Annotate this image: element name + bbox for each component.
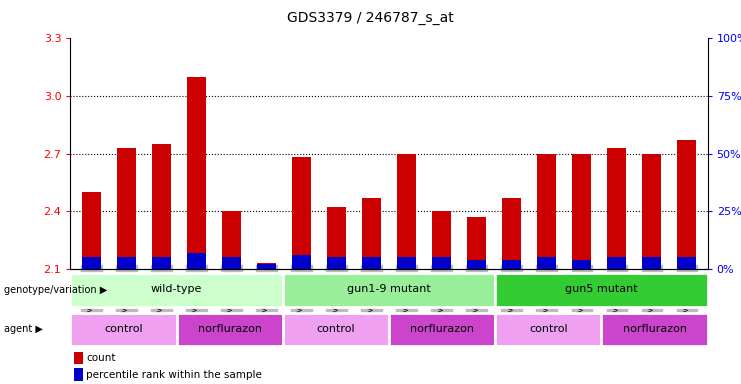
- Text: percentile rank within the sample: percentile rank within the sample: [86, 370, 262, 380]
- Bar: [292, 255, 311, 269]
- Bar: [222, 257, 241, 269]
- Bar: [187, 77, 206, 269]
- Text: GDS3379 / 246787_s_at: GDS3379 / 246787_s_at: [287, 11, 454, 25]
- Text: control: control: [316, 324, 355, 334]
- Bar: [537, 154, 556, 269]
- Bar: [152, 144, 171, 269]
- Bar: [117, 148, 136, 269]
- Bar: [362, 257, 381, 269]
- Bar: [117, 257, 136, 269]
- Text: norflurazon: norflurazon: [198, 324, 262, 334]
- Bar: [283, 313, 389, 346]
- Bar: [82, 257, 101, 269]
- Bar: [327, 257, 346, 269]
- Text: agent ▶: agent ▶: [4, 324, 42, 334]
- Text: gun5 mutant: gun5 mutant: [565, 284, 638, 294]
- Bar: [73, 369, 83, 381]
- Bar: [70, 313, 176, 346]
- Bar: [607, 148, 626, 269]
- Bar: [389, 313, 495, 346]
- Text: norflurazon: norflurazon: [622, 324, 687, 334]
- Bar: [292, 157, 311, 269]
- Bar: [187, 253, 206, 269]
- Bar: [602, 313, 708, 346]
- Bar: [495, 313, 602, 346]
- Bar: [70, 273, 283, 307]
- Bar: [257, 264, 276, 269]
- Bar: [432, 257, 451, 269]
- Bar: [432, 211, 451, 269]
- Text: control: control: [529, 324, 568, 334]
- Text: count: count: [86, 353, 116, 363]
- Bar: [73, 352, 83, 364]
- Bar: [572, 154, 591, 269]
- Bar: [222, 211, 241, 269]
- Bar: [642, 257, 661, 269]
- Bar: [572, 260, 591, 269]
- Text: wild-type: wild-type: [151, 284, 202, 294]
- Bar: [152, 257, 171, 269]
- Bar: [467, 260, 486, 269]
- Bar: [677, 140, 697, 269]
- Bar: [362, 198, 381, 269]
- Text: control: control: [104, 324, 143, 334]
- Bar: [257, 263, 276, 269]
- Bar: [677, 257, 697, 269]
- Bar: [397, 257, 416, 269]
- Bar: [467, 217, 486, 269]
- Bar: [537, 257, 556, 269]
- Bar: [502, 260, 521, 269]
- Text: gun1-9 mutant: gun1-9 mutant: [347, 284, 431, 294]
- Bar: [502, 198, 521, 269]
- Bar: [397, 154, 416, 269]
- Text: norflurazon: norflurazon: [410, 324, 474, 334]
- Bar: [283, 273, 495, 307]
- Bar: [327, 207, 346, 269]
- Bar: [607, 257, 626, 269]
- Bar: [82, 192, 101, 269]
- Bar: [176, 313, 283, 346]
- Bar: [495, 273, 708, 307]
- Bar: [642, 154, 661, 269]
- Text: genotype/variation ▶: genotype/variation ▶: [4, 285, 107, 295]
